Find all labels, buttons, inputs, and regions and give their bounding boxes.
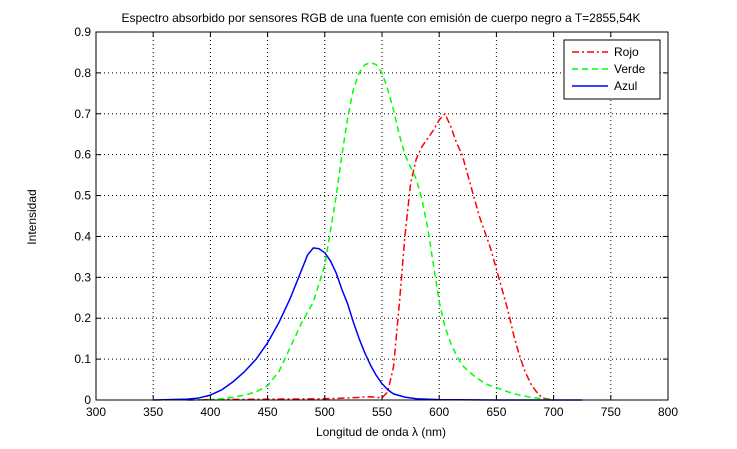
x-tick-label: 400 [200, 405, 220, 419]
x-tick-label: 550 [372, 405, 392, 419]
y-tick-label: 0.5 [74, 189, 91, 203]
x-tick-label: 350 [143, 405, 163, 419]
x-tick-label: 800 [658, 405, 678, 419]
series-line-verde [187, 61, 554, 401]
legend: Rojo Verde Azul [563, 39, 661, 100]
y-tick-label: 0.8 [74, 66, 91, 80]
y-tick-label: 0.6 [74, 148, 91, 162]
series-lines [153, 61, 583, 401]
x-tick-label: 700 [544, 405, 564, 419]
y-tick-label: 0 [84, 393, 91, 407]
axes: 300 350 400 450 500 550 600 650 700 750 800 0 0.1 0.2… [74, 25, 678, 419]
x-tick-label: 600 [429, 405, 449, 419]
y-tick-label: 0.2 [74, 311, 91, 325]
legend-box [563, 39, 661, 100]
y-tick-label: 0.1 [74, 352, 91, 366]
x-tick-label: 650 [486, 405, 506, 419]
x-axis-title: Longitud de onda λ (nm) [316, 425, 446, 439]
x-tick-label: 500 [315, 405, 335, 419]
y-tick-label: 0.3 [74, 270, 91, 284]
legend-label-rojo: Rojo [614, 45, 639, 59]
y-axis-title: Intensidad [25, 189, 39, 244]
series-line-azul [153, 247, 583, 401]
legend-label-verde: Verde [614, 62, 646, 76]
chart-title: Espectro absorbido por sensores RGB de u… [121, 11, 640, 25]
series-line-rojo [187, 113, 554, 401]
x-tick-label: 450 [258, 405, 278, 419]
legend-label-azul: Azul [614, 79, 637, 93]
y-tick-label: 0.4 [74, 229, 91, 243]
y-tick-label: 0.7 [74, 107, 91, 121]
y-tick-label: 0.9 [74, 25, 91, 39]
x-tick-label: 300 [86, 405, 106, 419]
x-tick-label: 750 [601, 405, 621, 419]
